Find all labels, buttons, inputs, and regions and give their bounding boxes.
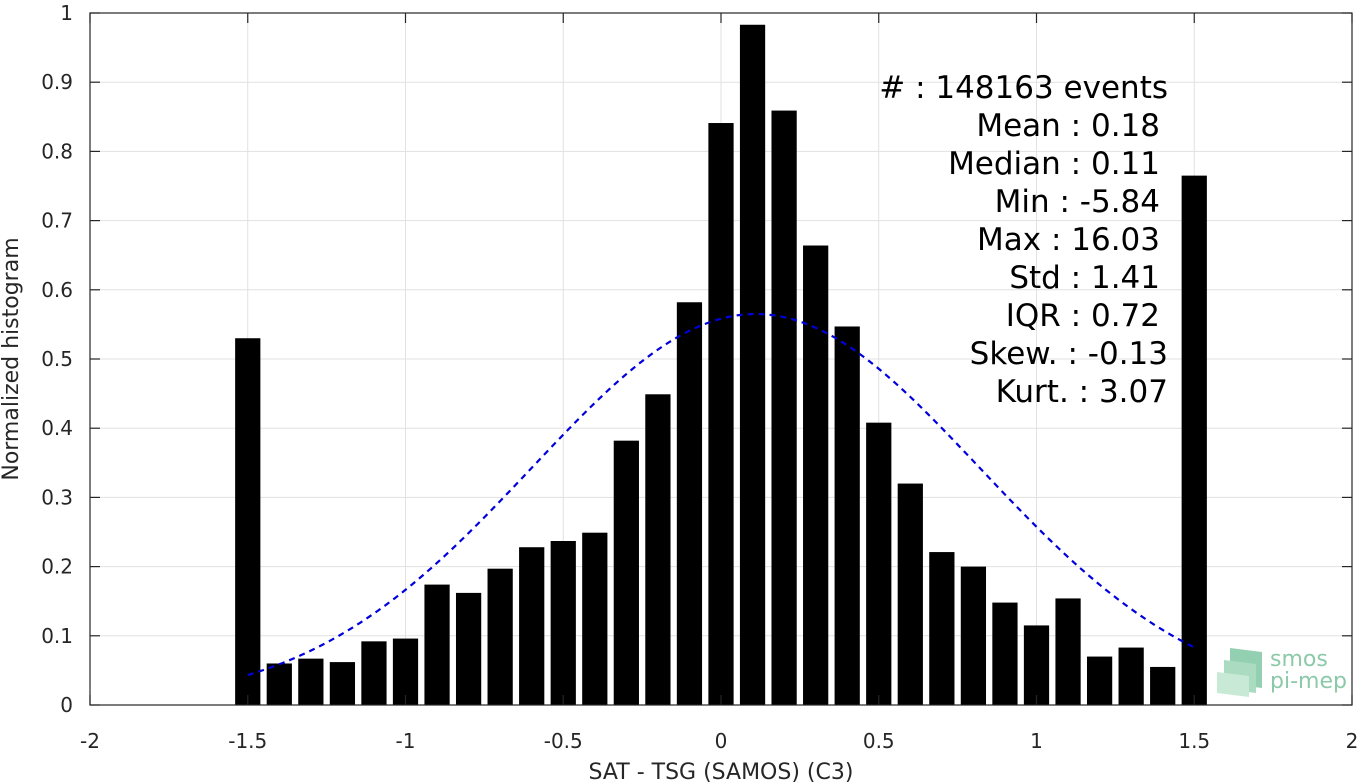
histogram-bar [329,662,356,705]
histogram-bar [676,302,703,705]
histogram-bar [739,24,766,706]
stats-line: Median : 0.11 [948,146,1160,182]
histogram-bar [550,540,576,705]
stats-line: Mean : 0.18 [976,108,1160,144]
x-axis-label: SAT - TSG (SAMOS) (C3) [589,760,854,784]
y-tick-label: 1 [60,1,73,25]
histogram-bar [455,592,482,705]
x-tick-label: 2 [1346,729,1359,753]
y-tick-label: 0.1 [41,624,73,648]
stats-line: Max : 16.03 [977,222,1160,258]
y-tick-label: 0.5 [41,347,73,371]
histogram-bar [897,483,923,705]
histogram-bar [1055,598,1081,705]
x-tick-label: 0 [715,729,728,753]
histogram-bar [519,547,545,705]
histogram-bar [960,566,987,705]
logo-line-1: smos [1270,647,1328,672]
histogram-bar [1023,625,1050,705]
y-tick-label: 0 [60,693,73,717]
logo-line-2: pi-mep [1270,669,1347,694]
stats-line: Std : 1.41 [1009,260,1160,296]
x-tick-label: 0.5 [863,729,895,753]
histogram-bar [834,326,860,705]
histogram-bar [771,110,797,705]
histogram-bar [1086,656,1113,705]
y-tick-label: 0.8 [41,139,73,163]
y-tick-label: 0.6 [41,278,73,302]
histogram-bar [424,584,450,705]
y-tick-label: 0.2 [41,555,73,579]
histogram-bar [582,532,608,705]
stats-line: Min : -5.84 [995,184,1160,220]
histogram-bar [708,123,734,705]
y-tick-label: 0.9 [41,70,73,94]
histogram-bar [235,338,261,705]
normal-fit-curve [247,312,1195,677]
histogram-bar [361,641,387,705]
histogram-bar [1118,647,1144,705]
histogram-bar [392,638,419,705]
x-tick-label: 1 [1030,729,1043,753]
x-tick-label: -0.5 [544,729,583,753]
histogram-bar [487,568,513,705]
axes [89,12,1353,706]
histogram-bar [1150,666,1176,705]
tick-labels: -2 -1.5 -1 -0.5 0 0.5 1 1.5 2 0 0.1 0.2 0.3 0.4 0.5 0.6… [41,1,1358,753]
x-tick-label: -1 [396,729,416,753]
histogram-bar [866,422,892,705]
logo-wave-icon [1217,648,1262,697]
histogram-bars [235,24,1207,706]
x-tick-label: -2 [80,729,100,753]
histogram-bar [266,663,292,705]
stats-line: Skew. : -0.13 [970,336,1168,372]
histogram-bar [613,440,639,705]
x-tick-label: 1.5 [1178,729,1210,753]
histogram-bar [1181,175,1207,705]
histogram-bar [298,658,324,705]
y-tick-label: 0.3 [41,485,73,509]
y-tick-label: 0.7 [41,209,73,233]
histogram-bar [992,602,1018,705]
histogram-bar [929,552,955,705]
histogram-bar [803,245,829,705]
y-tick-label: 0.4 [41,416,73,440]
y-axis-label: Normalized histogram [0,237,24,480]
smos-pi-mep-logo: smos pi-mep [1217,647,1347,697]
histogram-bar [645,394,671,705]
stats-line: IQR : 0.72 [1006,298,1160,334]
stats-line: Kurt. : 3.07 [996,374,1168,410]
x-tick-label: -1.5 [228,729,267,753]
stats-line: # : 148163 events [879,70,1168,106]
